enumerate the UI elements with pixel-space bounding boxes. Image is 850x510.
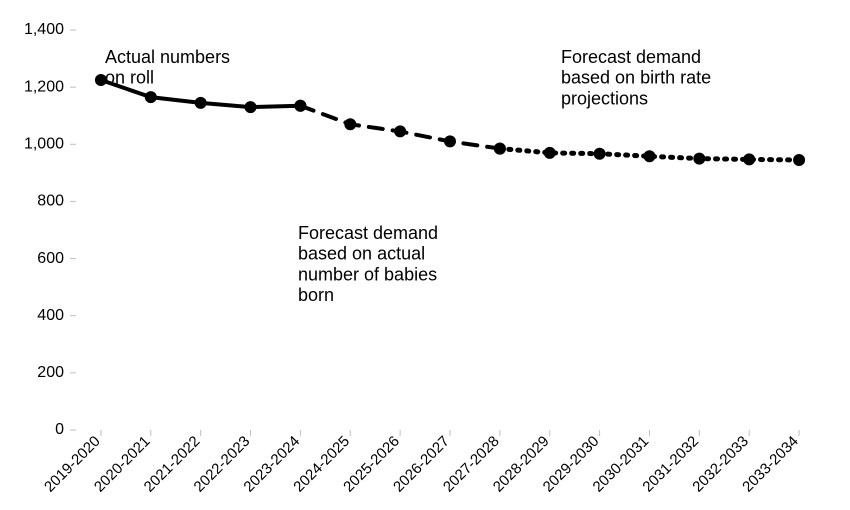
series-marker-2: [793, 154, 805, 166]
series-marker-0: [195, 97, 207, 109]
y-tick-label: 1,200: [24, 78, 64, 95]
series-marker-2: [693, 153, 705, 165]
y-tick-label: 1,000: [24, 136, 64, 153]
series-marker-2: [494, 143, 506, 155]
y-tick-label: 1,400: [24, 21, 64, 38]
annotation-forecast_a: Forecast demandbased on actualnumber of …: [298, 223, 438, 305]
y-tick-label: 600: [37, 250, 64, 267]
series-marker-1: [394, 125, 406, 137]
series-marker-1: [444, 135, 456, 147]
chart-container: 02004006008001,0001,2001,4002019-2020202…: [0, 0, 850, 510]
line-chart: 02004006008001,0001,2001,4002019-2020202…: [0, 0, 850, 510]
y-tick-label: 400: [37, 307, 64, 324]
y-tick-label: 200: [37, 364, 64, 381]
annotation-actual: Actual numberson roll: [105, 47, 230, 88]
series-marker-2: [594, 148, 606, 160]
annotation-forecast_b: Forecast demandbased on birth rateprojec…: [561, 47, 711, 108]
y-tick-label: 800: [37, 193, 64, 210]
series-marker-1: [294, 100, 306, 112]
series-marker-1: [344, 118, 356, 130]
y-tick-label: 0: [55, 421, 64, 438]
series-marker-0: [145, 91, 157, 103]
series-marker-2: [544, 147, 556, 159]
series-marker-2: [643, 150, 655, 162]
series-marker-0: [245, 101, 257, 113]
series-marker-2: [743, 153, 755, 165]
